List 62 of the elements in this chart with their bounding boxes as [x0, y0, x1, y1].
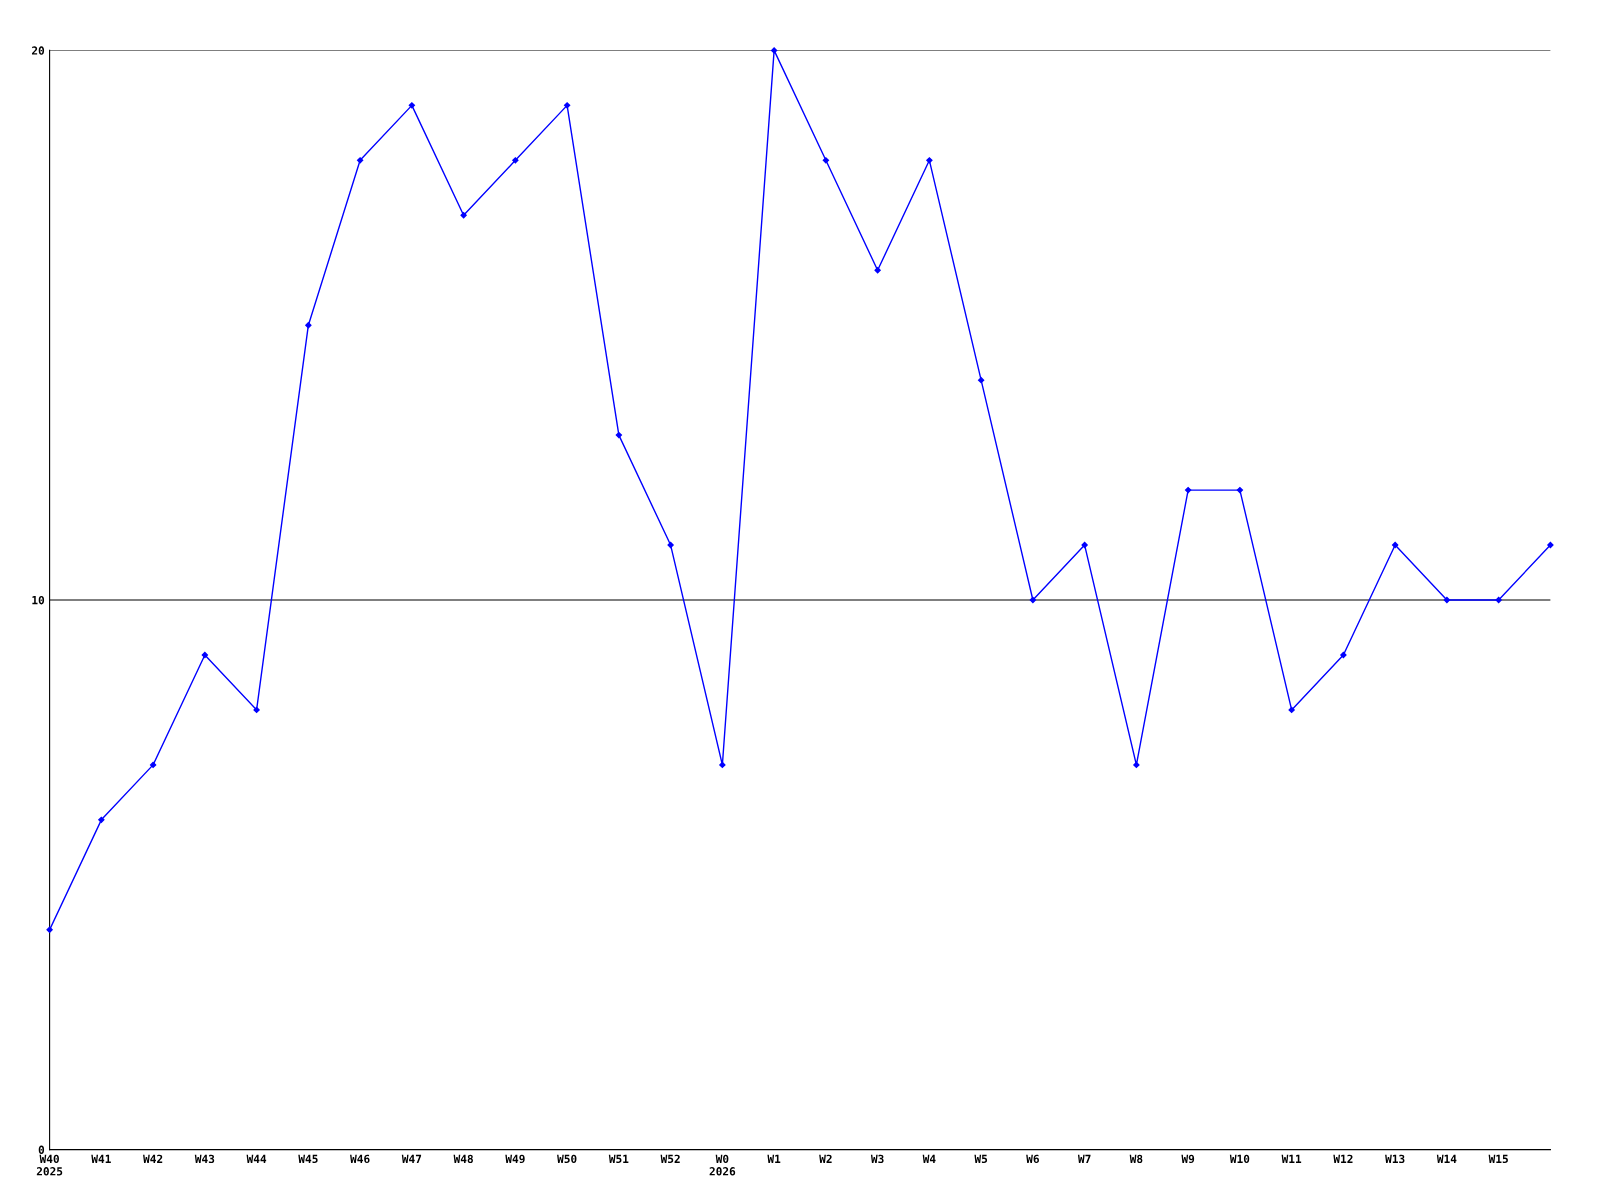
- y-tick-label: 0: [38, 1145, 45, 1154]
- point: [1391, 541, 1399, 549]
- y-tick-label: 10: [32, 595, 45, 605]
- x-tick-label: W47: [401, 1154, 422, 1163]
- x-tick-label: W7: [1077, 1154, 1091, 1163]
- x-tick-label: W41: [91, 1154, 111, 1163]
- x-tick-label: W52: [660, 1154, 680, 1164]
- x-tick-label: W14: [1436, 1154, 1457, 1163]
- point: [460, 212, 467, 219]
- x-tick-label: W1: [767, 1154, 781, 1163]
- x-tick-label: W6: [1026, 1154, 1039, 1164]
- point: [1184, 486, 1192, 494]
- x-tick-label: W50: [557, 1154, 577, 1164]
- x-tick-label: W5: [974, 1154, 988, 1164]
- point: [1081, 541, 1088, 549]
- point: [408, 102, 416, 109]
- x-tick-label: W15: [1488, 1154, 1508, 1164]
- point: [1029, 596, 1037, 604]
- x-tick-label: W2: [819, 1154, 832, 1163]
- point: [719, 761, 726, 769]
- point: [1495, 596, 1502, 604]
- point: [201, 651, 209, 659]
- point: [770, 47, 778, 54]
- x-tick-label: W9: [1181, 1154, 1195, 1164]
- point: [874, 267, 881, 274]
- point: [356, 157, 364, 164]
- x-tick-label: W0 2026: [709, 1154, 736, 1176]
- point: [98, 816, 105, 823]
- point: [253, 706, 260, 714]
- x-tick-label: W48: [453, 1154, 473, 1164]
- x-tick-label: W42: [143, 1154, 163, 1163]
- point: [1340, 651, 1347, 659]
- x-tick-label: W3: [870, 1154, 884, 1164]
- x-tick-label: W46: [350, 1154, 370, 1164]
- x-tick-label: W40 2025: [36, 1154, 63, 1176]
- x-tick-label: W12: [1333, 1154, 1353, 1163]
- x-tick-label: W49: [505, 1154, 525, 1164]
- point: [822, 157, 830, 164]
- point: [1547, 541, 1554, 549]
- point: [1443, 596, 1451, 604]
- point: [1133, 761, 1140, 769]
- point: [1288, 706, 1295, 714]
- x-tick-label: W11: [1281, 1154, 1302, 1163]
- x-tick-label: W10: [1229, 1154, 1250, 1164]
- point: [1236, 486, 1244, 494]
- point: [149, 761, 157, 769]
- x-tick-label: W45: [298, 1154, 318, 1164]
- x-tick-label: W43: [194, 1154, 215, 1164]
- x-tick-label: W51: [608, 1154, 629, 1164]
- point: [977, 377, 985, 384]
- point: [615, 431, 623, 439]
- y-tick-label: 20: [31, 46, 45, 55]
- point: [926, 157, 933, 164]
- x-tick-label: W44: [246, 1154, 267, 1163]
- x-tick-label: W8: [1129, 1154, 1143, 1164]
- point: [667, 541, 674, 549]
- x-tick-label: W13: [1385, 1154, 1405, 1164]
- point: [563, 102, 571, 109]
- point: [512, 157, 519, 164]
- x-tick-label: W4: [922, 1154, 936, 1163]
- point: [46, 926, 53, 933]
- point: [305, 322, 312, 329]
